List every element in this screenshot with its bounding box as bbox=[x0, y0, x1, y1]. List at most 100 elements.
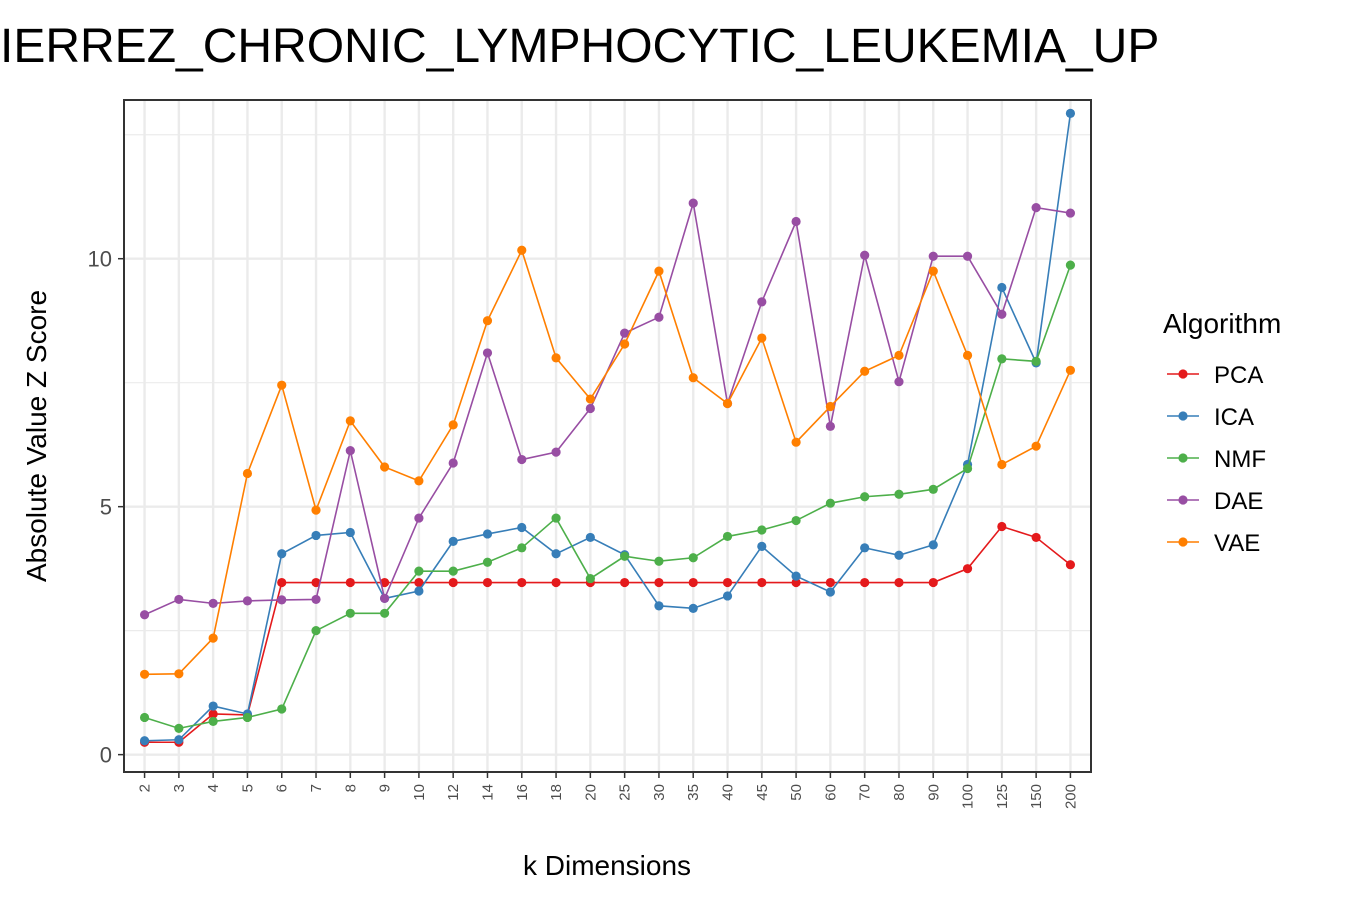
data-point bbox=[208, 701, 218, 711]
data-point bbox=[242, 596, 253, 606]
x-tick-label: 16 bbox=[514, 784, 531, 801]
legend-label: NMF bbox=[1214, 446, 1266, 473]
data-point bbox=[517, 522, 527, 533]
x-tick-label: 35 bbox=[685, 784, 702, 801]
data-point bbox=[242, 712, 253, 723]
legend-item-pca: PCA bbox=[1167, 362, 1263, 389]
x-tick-label: 200 bbox=[1062, 784, 1079, 809]
data-point bbox=[654, 312, 664, 322]
data-point bbox=[277, 595, 287, 605]
data-point bbox=[791, 571, 801, 581]
legend-item-ica: ICA bbox=[1167, 404, 1254, 431]
data-point bbox=[1065, 560, 1076, 570]
series-line-pca bbox=[144, 525, 1071, 744]
data-point bbox=[722, 577, 733, 588]
data-point bbox=[791, 515, 801, 526]
data-point bbox=[688, 198, 698, 208]
x-tick-label: 40 bbox=[720, 784, 737, 801]
data-point bbox=[894, 377, 904, 387]
data-point bbox=[928, 251, 938, 261]
data-point bbox=[311, 594, 321, 605]
data-point bbox=[654, 266, 664, 276]
data-point bbox=[448, 536, 458, 546]
y-axis-title: Absolute Value Z Score bbox=[21, 290, 52, 582]
data-point bbox=[277, 577, 287, 588]
data-point bbox=[448, 458, 458, 468]
data-point bbox=[380, 593, 390, 604]
data-point bbox=[997, 459, 1007, 470]
grid-lines bbox=[124, 100, 1091, 772]
data-point bbox=[242, 468, 253, 479]
data-point bbox=[551, 577, 561, 588]
data-point bbox=[414, 577, 424, 588]
data-point bbox=[1065, 260, 1076, 270]
data-point bbox=[860, 492, 870, 502]
data-point bbox=[551, 447, 561, 457]
x-tick-label: 10 bbox=[411, 784, 428, 801]
data-point bbox=[208, 633, 218, 643]
data-point bbox=[654, 577, 664, 588]
data-point bbox=[722, 531, 733, 542]
data-point bbox=[688, 373, 698, 383]
data-point bbox=[448, 420, 458, 430]
data-point bbox=[928, 484, 938, 494]
data-point bbox=[825, 587, 835, 597]
data-point bbox=[962, 564, 973, 574]
data-point bbox=[414, 566, 424, 576]
x-tick-label: 80 bbox=[891, 784, 908, 801]
data-point bbox=[757, 297, 767, 307]
data-point bbox=[208, 598, 218, 608]
chart-title: IERREZ_CHRONIC_LYMPHOCYTIC_LEUKEMIA_UP bbox=[0, 20, 1159, 73]
data-point bbox=[277, 380, 287, 390]
data-point bbox=[585, 573, 595, 584]
y-axis-ticks: 0 5 10 bbox=[88, 247, 124, 768]
data-point bbox=[1065, 108, 1076, 118]
data-point bbox=[928, 266, 938, 276]
data-point bbox=[1031, 532, 1041, 543]
data-point bbox=[345, 416, 355, 426]
series-pca bbox=[139, 521, 1076, 747]
x-tick-label: 45 bbox=[754, 784, 771, 801]
data-point bbox=[174, 669, 184, 679]
x-tick-label: 3 bbox=[171, 784, 188, 792]
data-point bbox=[311, 530, 321, 541]
series-line-vae bbox=[144, 248, 1072, 676]
x-tick-label: 12 bbox=[445, 784, 462, 801]
data-point bbox=[894, 577, 904, 588]
data-point bbox=[517, 543, 527, 553]
series-nmf bbox=[139, 260, 1076, 733]
data-point bbox=[174, 723, 184, 733]
x-tick-label: 90 bbox=[925, 784, 942, 801]
legend-label: ICA bbox=[1214, 404, 1254, 431]
data-point bbox=[860, 543, 870, 553]
legend: Algorithm PCA ICA NMF DAE VAE bbox=[1163, 308, 1281, 557]
x-tick-label: 30 bbox=[651, 784, 668, 801]
data-point bbox=[380, 608, 390, 618]
data-point bbox=[1065, 365, 1076, 375]
x-tick-label: 18 bbox=[548, 784, 565, 801]
data-point bbox=[414, 513, 424, 523]
data-point bbox=[311, 505, 321, 515]
data-point bbox=[345, 577, 355, 588]
data-point bbox=[174, 594, 184, 605]
data-point bbox=[345, 446, 355, 456]
x-tick-label: 70 bbox=[857, 784, 874, 801]
data-point bbox=[620, 339, 630, 349]
data-point bbox=[482, 316, 493, 326]
data-point bbox=[380, 462, 390, 472]
data-point bbox=[551, 513, 561, 523]
data-point bbox=[825, 577, 835, 588]
data-point bbox=[174, 735, 184, 745]
x-tick-label: 4 bbox=[205, 784, 222, 792]
series-lines bbox=[139, 108, 1076, 747]
x-tick-label: 5 bbox=[239, 784, 256, 792]
data-point bbox=[757, 525, 767, 535]
legend-key-point bbox=[1178, 411, 1188, 421]
data-point bbox=[894, 489, 904, 499]
data-point bbox=[345, 527, 355, 538]
x-tick-label: 50 bbox=[788, 784, 805, 801]
data-point bbox=[962, 251, 973, 261]
legend-label: DAE bbox=[1214, 488, 1263, 515]
legend-key-point bbox=[1178, 453, 1188, 463]
data-point bbox=[139, 610, 150, 620]
